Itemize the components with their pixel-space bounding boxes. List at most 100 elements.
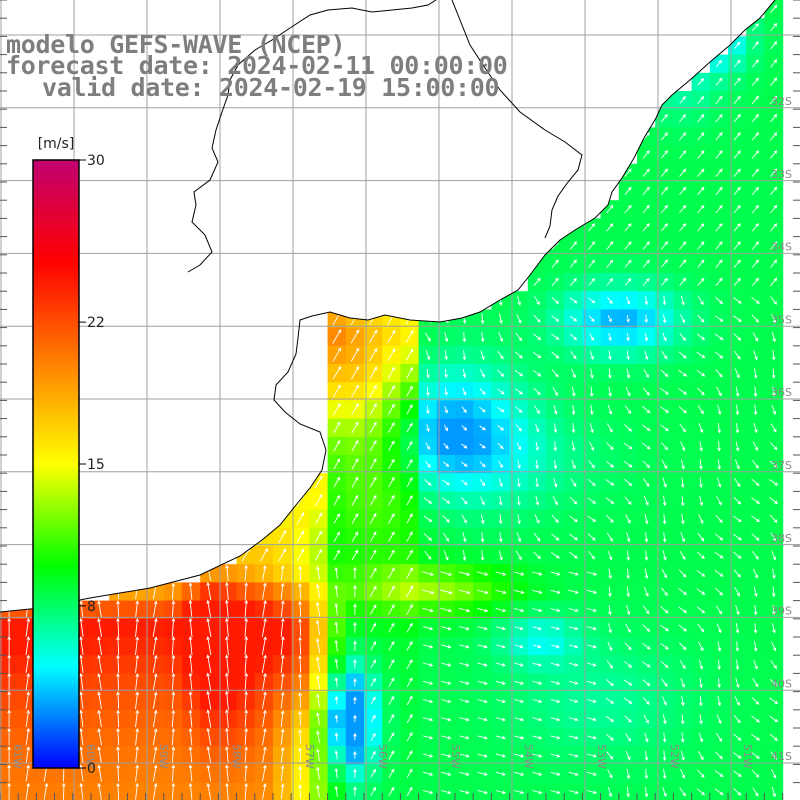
wind-arrow — [679, 204, 687, 214]
latitude-label: 33S — [771, 168, 792, 181]
wind-arrow — [351, 476, 359, 488]
wind-arrow — [25, 672, 31, 692]
wind-arrow — [370, 732, 376, 741]
wind-arrow — [334, 714, 339, 723]
wind-arrow — [679, 787, 686, 797]
wind-arrow — [244, 782, 248, 800]
wind-arrow — [770, 150, 778, 159]
wind-arrow — [662, 768, 667, 780]
wind-arrow — [569, 515, 578, 523]
wind-arrow — [553, 423, 558, 434]
wind-arrow — [332, 347, 341, 362]
wind-arrow — [660, 277, 668, 286]
wind-arrow — [644, 296, 649, 306]
wind-arrow — [696, 369, 706, 377]
wind-arrow — [535, 496, 540, 506]
wind-arrow — [477, 735, 488, 740]
wind-arrow — [771, 331, 776, 343]
wind-arrow — [406, 440, 413, 451]
wind-arrow — [495, 717, 507, 722]
wind-arrow — [644, 768, 649, 780]
wind-arrow — [626, 296, 631, 305]
wind-arrow — [626, 332, 630, 342]
wind-arrow — [188, 617, 193, 638]
wind-arrow — [771, 641, 777, 652]
wind-arrow — [495, 680, 506, 685]
wind-arrow — [770, 77, 778, 86]
wind-arrow — [734, 41, 741, 49]
wind-arrow — [477, 607, 489, 613]
wind-arrow — [406, 677, 413, 688]
wind-arrow — [625, 514, 631, 524]
wind-arrow — [533, 551, 542, 560]
wind-arrow — [79, 654, 84, 674]
wind-arrow — [568, 589, 579, 594]
wind-arrow — [699, 714, 703, 725]
wind-arrow — [589, 350, 594, 360]
wind-arrow — [697, 769, 705, 778]
wind-arrow — [714, 570, 724, 577]
wind-arrow — [624, 277, 632, 286]
wind-arrow — [569, 533, 578, 541]
wind-arrow — [715, 605, 723, 615]
wind-arrow — [262, 565, 267, 581]
wind-arrow — [462, 387, 467, 396]
wind-arrow — [513, 753, 525, 758]
wind-arrow — [244, 599, 249, 619]
wind-arrow — [550, 680, 561, 685]
longitude-label: 54W — [522, 744, 535, 769]
wind-arrow — [605, 715, 615, 723]
wind-arrow — [171, 654, 176, 674]
wind-arrow — [717, 641, 722, 652]
wind-arrow — [116, 636, 120, 656]
wind-arrow — [334, 584, 339, 598]
land-mask — [0, 0, 800, 612]
wind-arrow — [551, 296, 560, 305]
wind-arrow — [716, 386, 722, 397]
wind-arrow — [660, 606, 669, 614]
wind-arrow — [441, 662, 452, 667]
wind-arrow — [480, 332, 485, 343]
wind-arrow — [477, 662, 488, 667]
wind-arrow — [607, 550, 613, 561]
wind-arrow — [296, 512, 305, 525]
wind-arrow — [188, 782, 193, 800]
wind-arrow — [642, 168, 650, 177]
wind-arrow — [495, 753, 507, 758]
wind-arrow — [588, 241, 596, 250]
wind-arrow — [7, 746, 11, 764]
wind-arrow — [333, 494, 340, 506]
wind-arrow — [441, 735, 452, 740]
wind-arrow — [441, 680, 452, 685]
wind-arrow — [734, 478, 741, 488]
wind-arrow — [298, 636, 302, 655]
wind-arrow — [534, 296, 540, 306]
wind-arrow — [316, 712, 320, 725]
wind-arrow — [696, 551, 705, 560]
wind-arrow — [459, 662, 470, 667]
wind-arrow — [476, 589, 489, 595]
wind-arrow — [514, 370, 524, 377]
wind-arrow — [733, 168, 741, 177]
wind-arrow — [280, 691, 285, 709]
wind-arrow — [717, 659, 721, 671]
wind-arrow — [296, 530, 305, 543]
wind-arrow — [769, 697, 779, 705]
wind-arrow — [771, 313, 777, 324]
wind-arrow — [515, 332, 523, 342]
wind-arrow — [405, 330, 414, 343]
wind-arrow — [426, 405, 430, 415]
wind-arrow — [298, 565, 302, 581]
wind-arrow — [644, 532, 649, 543]
wind-arrow — [332, 366, 341, 380]
wind-arrow — [715, 259, 723, 268]
wind-arrow — [480, 350, 485, 361]
wind-arrow — [608, 386, 612, 397]
wind-arrow — [662, 714, 667, 725]
wind-arrow — [353, 768, 357, 778]
wind-arrow — [714, 770, 724, 777]
wind-arrow — [696, 606, 706, 614]
wind-arrow — [589, 423, 594, 434]
wind-arrow — [717, 404, 722, 416]
wind-arrow — [315, 548, 323, 561]
